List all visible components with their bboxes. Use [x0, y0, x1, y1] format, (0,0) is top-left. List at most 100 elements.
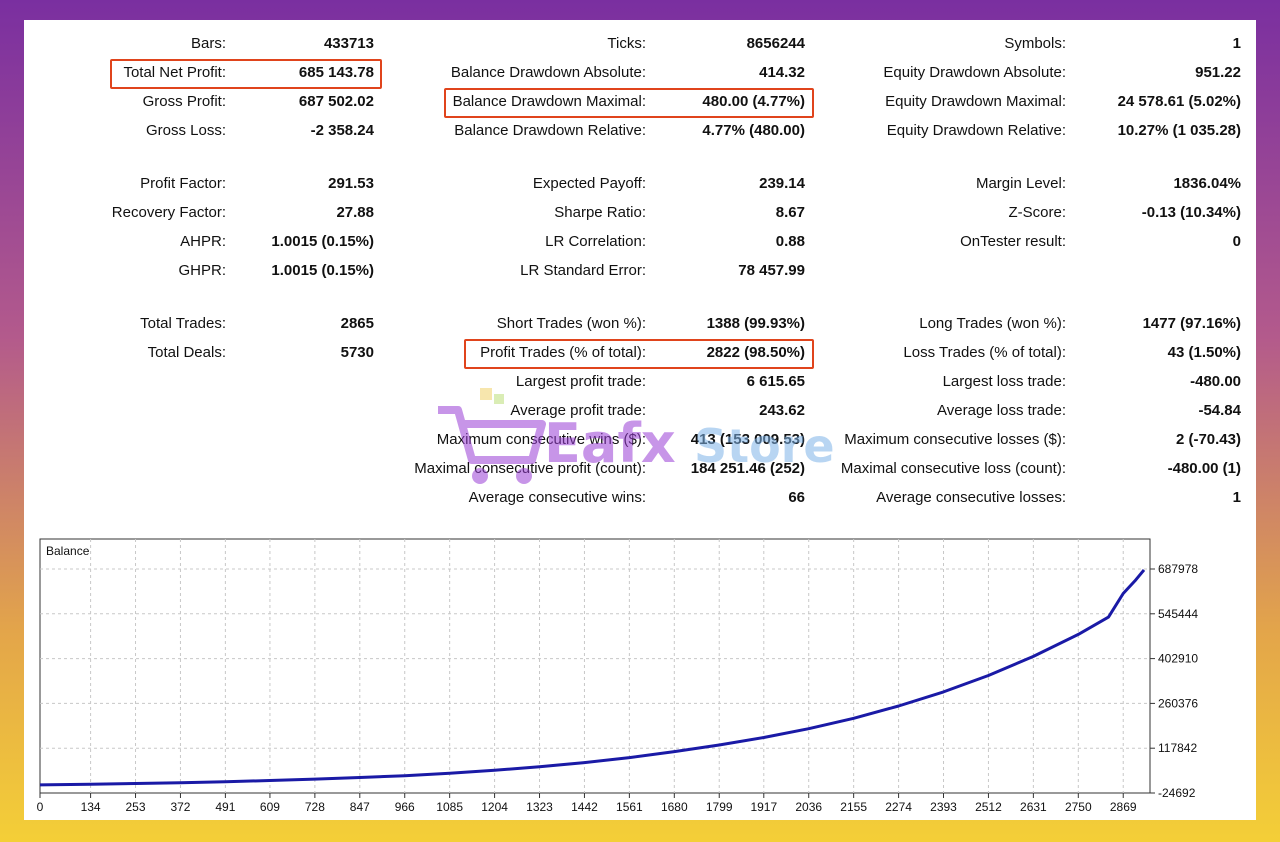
stat-value: 2822 (98.50%): [706, 344, 805, 361]
stat-value: 480.00 (4.77%): [702, 93, 805, 110]
y-tick-label: 687978: [1158, 562, 1198, 576]
stat-label: Balance Drawdown Absolute:: [450, 64, 646, 81]
x-tick-label: 134: [81, 800, 101, 814]
stat-value: 243.62: [759, 402, 805, 419]
stat-value: 10.27% (1 035.28): [1117, 122, 1241, 139]
stat-label: AHPR:: [180, 233, 226, 250]
highlight-box: [444, 88, 814, 118]
stat-value: 4.77% (480.00): [702, 122, 805, 139]
stat-label: Symbols:: [1004, 35, 1066, 52]
x-tick-label: 609: [260, 800, 280, 814]
x-tick-label: 2274: [885, 800, 912, 814]
stat-value: 1: [1232, 489, 1241, 506]
stat-value: 8.67: [775, 204, 805, 221]
stat-label: Loss Trades (% of total):: [903, 344, 1066, 361]
watermark-logo: Eafx Store: [432, 380, 872, 500]
stat-value: 43 (1.50%): [1167, 344, 1241, 361]
highlight-box: [110, 59, 382, 89]
stat-value: 1.0015 (0.15%): [271, 262, 374, 279]
stat-label: Equity Drawdown Relative:: [886, 122, 1066, 139]
stat-label: LR Correlation:: [545, 233, 646, 250]
x-tick-label: 2393: [930, 800, 957, 814]
stat-label: Balance Drawdown Relative:: [454, 122, 646, 139]
cart-icon: [438, 388, 546, 484]
stat-label: Long Trades (won %):: [919, 315, 1066, 332]
stat-value: 0: [1232, 233, 1241, 250]
chart-title: Balance: [46, 544, 90, 558]
x-tick-label: 1917: [750, 800, 777, 814]
stat-label: Equity Drawdown Maximal:: [885, 93, 1066, 110]
x-tick-label: 0: [37, 800, 44, 814]
stat-label: Gross Loss:: [145, 122, 226, 139]
stat-value: -54.84: [1198, 402, 1241, 419]
stat-value: 1388 (99.93%): [706, 315, 805, 332]
y-tick-label: 260376: [1158, 696, 1198, 710]
x-tick-label: 253: [126, 800, 146, 814]
stat-value: -2 358.24: [310, 122, 374, 139]
x-tick-label: 2036: [795, 800, 822, 814]
x-tick-label: 1442: [571, 800, 598, 814]
stat-value: 78 457.99: [738, 262, 805, 279]
x-tick-label: 847: [350, 800, 370, 814]
stat-label: Margin Level:: [975, 175, 1066, 192]
stat-value: 0.88: [775, 233, 805, 250]
stat-label: Balance Drawdown Maximal:: [452, 93, 646, 110]
y-tick-label: -24692: [1158, 786, 1196, 800]
stat-value: 184 251.46 (252): [690, 460, 805, 477]
x-tick-label: 966: [395, 800, 415, 814]
stat-value: 239.14: [759, 175, 805, 192]
x-tick-label: 1323: [526, 800, 553, 814]
stat-value: 66: [788, 489, 805, 506]
stat-label: Expected Payoff:: [532, 175, 646, 192]
balance-chart-svg: 0 134 253 372 491 609 728 847 966 1085 1204 1323 144…: [37, 538, 1198, 814]
stat-label: Largest profit trade:: [515, 373, 646, 390]
stat-label: Equity Drawdown Absolute:: [883, 64, 1066, 81]
stat-value: 433713: [323, 35, 374, 52]
stat-label: Short Trades (won %):: [496, 315, 646, 332]
stat-label: Average profit trade:: [510, 402, 646, 419]
stat-label: Bars:: [190, 35, 226, 52]
stat-label: Average consecutive losses:: [876, 489, 1066, 506]
stat-label: Total Net Profit:: [123, 64, 226, 81]
watermark-text-2: Store: [694, 419, 835, 473]
stat-value: 2 (-70.43): [1175, 431, 1241, 448]
stat-value: 8656244: [746, 35, 805, 52]
stat-label: GHPR:: [178, 262, 226, 279]
stat-value: 291.53: [328, 175, 374, 192]
report-panel: Bars: 433713 Total Net Profit: 685 143.78 Gr…: [24, 20, 1256, 820]
stat-label: Gross Profit:: [142, 93, 226, 110]
stat-value: 687 502.02: [298, 93, 374, 110]
watermark-text-1: Eafx: [544, 412, 676, 475]
stat-value: 1.0015 (0.15%): [271, 233, 374, 250]
stat-label: OnTester result:: [960, 233, 1066, 250]
stat-label: Average consecutive wins:: [468, 489, 646, 506]
stat-label: Profit Trades (% of total):: [480, 344, 646, 361]
x-tick-label: 1799: [706, 800, 733, 814]
x-tick-label: 2750: [1065, 800, 1092, 814]
stat-label: Average loss trade:: [937, 402, 1066, 419]
stat-label: Maximal consecutive loss (count):: [840, 460, 1066, 477]
stat-value: 414.32: [759, 64, 805, 81]
y-tick-label: 402910: [1158, 652, 1198, 666]
balance-chart: 0 134 253 372 491 609 728 847 966 1085 1204 1323 144…: [36, 535, 1256, 815]
highlight-box: [464, 339, 814, 369]
x-tick-label: 1680: [661, 800, 688, 814]
stat-label: Profit Factor:: [140, 175, 226, 192]
stat-value: 24 578.61 (5.02%): [1117, 93, 1241, 110]
stat-value: 5730: [340, 344, 374, 361]
stat-value: -480.00 (1): [1167, 460, 1241, 477]
x-tick-label: 1085: [436, 800, 463, 814]
x-tick-label: 1561: [616, 800, 643, 814]
x-tick-label: 1204: [481, 800, 508, 814]
stat-value: -480.00: [1190, 373, 1241, 390]
stat-value: 1836.04%: [1173, 175, 1241, 192]
stat-label: Recovery Factor:: [111, 204, 226, 221]
x-tick-label: 2155: [840, 800, 867, 814]
x-tick-label: 2631: [1020, 800, 1047, 814]
y-tick-label: 545444: [1158, 607, 1198, 621]
stat-label: Maximum consecutive losses ($):: [844, 431, 1066, 448]
stat-label: Total Deals:: [147, 344, 226, 361]
x-tick-label: 2512: [975, 800, 1002, 814]
stat-value: 6 615.65: [746, 373, 805, 390]
stat-value: -0.13 (10.34%): [1141, 204, 1241, 221]
